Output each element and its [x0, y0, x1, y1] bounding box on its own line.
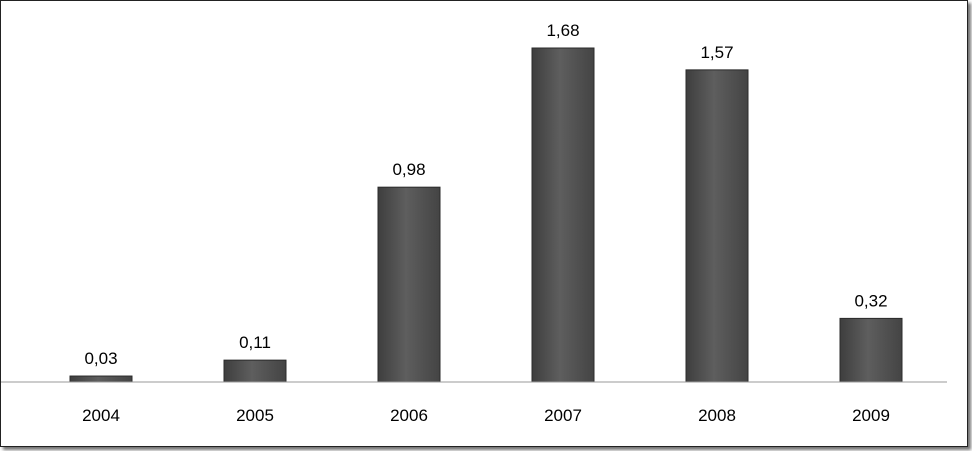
x-tick-label-2009: 2009	[852, 406, 890, 425]
bar-2006	[377, 186, 441, 383]
x-tick-label-2008: 2008	[698, 406, 736, 425]
bar-2004	[69, 375, 133, 383]
data-label-2008: 1,57	[700, 43, 733, 62]
x-tick-label-2007: 2007	[544, 406, 582, 425]
labels-layer: 0,03 2004 0,11 2005 0,98 2006 1,68 2007 1,57 2008…	[82, 21, 890, 425]
bar-2009	[839, 317, 903, 383]
bar-2005	[223, 359, 287, 383]
data-label-2004: 0,03	[84, 349, 117, 368]
data-label-2006: 0,98	[392, 160, 425, 179]
data-label-2007: 1,68	[546, 21, 579, 40]
x-tick-label-2004: 2004	[82, 406, 120, 425]
x-tick-label-2005: 2005	[236, 406, 274, 425]
bars-layer	[69, 47, 903, 383]
data-label-2005: 0,11	[239, 333, 271, 352]
bar-2008	[685, 69, 749, 383]
x-tick-label-2006: 2006	[390, 406, 428, 425]
data-label-2009: 0,32	[854, 291, 887, 310]
bar-2007	[531, 47, 595, 383]
